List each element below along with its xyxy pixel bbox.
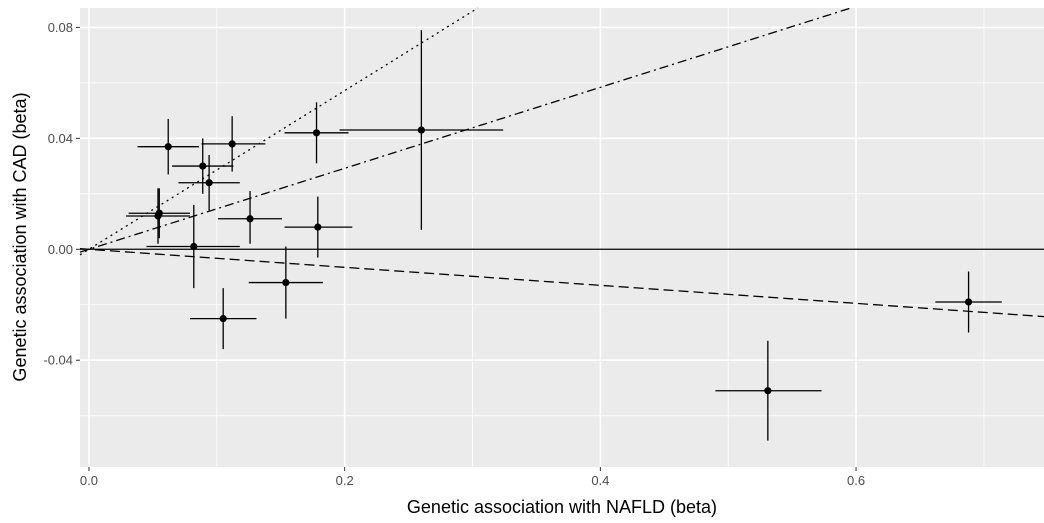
x-axis-title: Genetic association with NAFLD (beta) [407, 497, 717, 517]
data-point [205, 179, 213, 187]
x-tick-label: 0.4 [591, 473, 609, 488]
y-tick-label: 0.04 [48, 131, 73, 146]
data-points [154, 126, 973, 395]
data-point [154, 212, 162, 220]
data-point [314, 223, 322, 231]
data-point [282, 278, 290, 287]
x-tick-label: 0.6 [847, 473, 865, 488]
data-point [964, 298, 973, 306]
x-tick-label: 0.0 [80, 473, 98, 488]
data-point [764, 387, 772, 395]
data-point [219, 315, 227, 323]
x-tick-label: 0.2 [336, 473, 354, 488]
data-point [199, 162, 207, 170]
y-tick-label: -0.04 [43, 353, 73, 368]
data-point [164, 143, 172, 151]
data-point [246, 215, 254, 223]
minor-gridlines [80, 8, 1044, 467]
y-tick-label: 0.00 [48, 242, 73, 257]
reference-line-dashed [79, 248, 1044, 318]
y-axis-ticks: -0.04 0.00 0.04 0.08 [43, 20, 80, 368]
data-point [190, 242, 198, 251]
x-axis-ticks: 0.0 0.2 0.4 0.6 [80, 467, 865, 488]
y-tick-label: 0.08 [48, 20, 73, 35]
data-point [417, 126, 425, 134]
data-point [312, 129, 321, 137]
plot-panel [80, 8, 1044, 467]
data-point [228, 140, 236, 148]
y-axis-title: Genetic association with CAD (beta) [10, 92, 30, 381]
